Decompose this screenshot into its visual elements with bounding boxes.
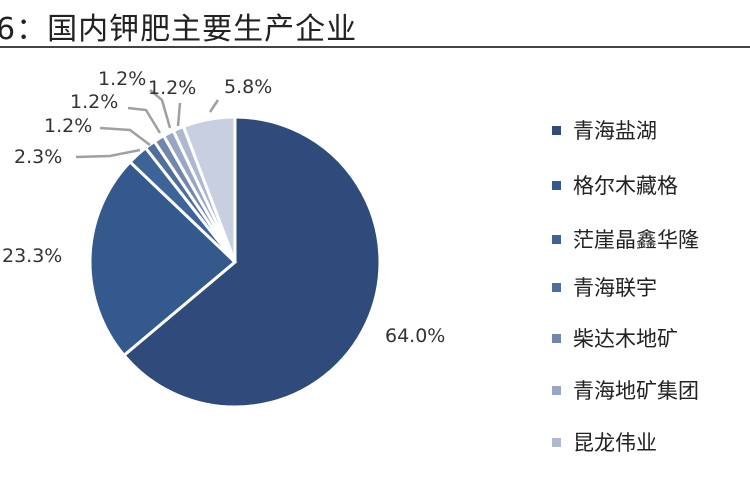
- data-label-0: 64.0%: [385, 325, 445, 347]
- legend-item: 青海联宇: [552, 272, 657, 302]
- legend-label: 青海地矿集团: [573, 379, 699, 403]
- legend-item: 昆龙伟业: [552, 427, 657, 457]
- legend-swatch: [552, 282, 561, 292]
- pie-slice-7: [181, 115, 237, 263]
- legend-label: 格尔木藏格: [573, 174, 678, 198]
- pie-slice-0: [121, 115, 382, 409]
- data-label-2: 2.3%: [14, 146, 62, 168]
- leader-line-7: [208, 99, 220, 113]
- data-label-4: 1.2%: [70, 91, 118, 113]
- legend-swatch: [552, 437, 561, 447]
- legend-item: 格尔木藏格: [552, 170, 678, 200]
- chart-title: 6：国内钾肥主要生产企业: [0, 12, 358, 47]
- legend-label: 昆龙伟业: [573, 431, 657, 455]
- data-label-7: 5.8%: [224, 76, 272, 98]
- legend-label: 青海盐湖: [573, 119, 657, 143]
- legend-item: 茫崖晶鑫华隆: [552, 224, 699, 254]
- pie-slice-1: [88, 159, 238, 358]
- legend-item: 柴达木地矿: [552, 323, 678, 353]
- legend-swatch: [552, 125, 561, 135]
- legend-label: 茫崖晶鑫华隆: [573, 228, 699, 252]
- legend-label: 柴达木地矿: [573, 327, 678, 351]
- legend-swatch: [552, 385, 561, 395]
- leader-line-5: [149, 89, 172, 129]
- title-divider: [0, 46, 750, 48]
- data-label-1: 23.3%: [2, 245, 62, 267]
- data-label-6: 1.2%: [148, 77, 196, 99]
- leader-line-2: [75, 148, 141, 159]
- legend-item: 青海盐湖: [552, 115, 657, 145]
- legend-swatch: [552, 234, 561, 244]
- data-label-5: 1.2%: [98, 68, 146, 90]
- legend-swatch: [552, 180, 561, 190]
- leader-line-3: [99, 126, 151, 146]
- data-label-3: 1.2%: [44, 115, 92, 137]
- leader-line-4: [127, 106, 162, 134]
- legend-item: 青海地矿集团: [552, 375, 699, 405]
- leader-line-6: [176, 102, 182, 127]
- legend-swatch: [552, 333, 561, 343]
- legend-label: 青海联宇: [573, 276, 657, 300]
